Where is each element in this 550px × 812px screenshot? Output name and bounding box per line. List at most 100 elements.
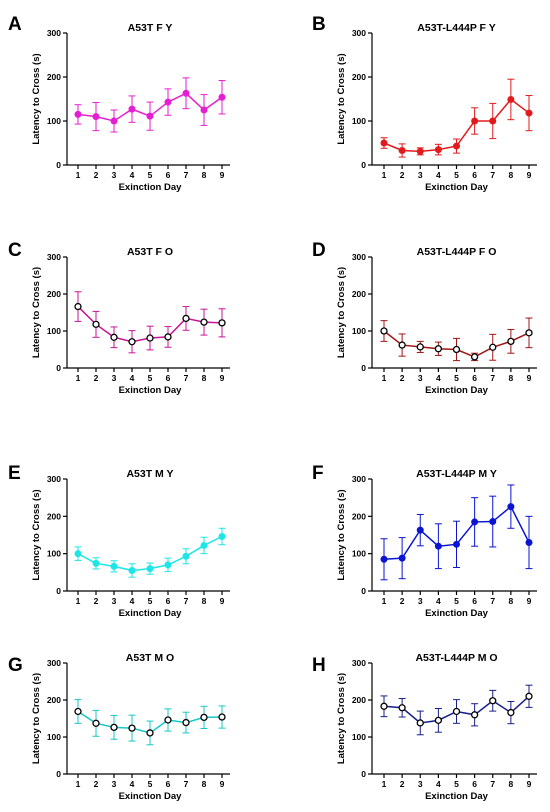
y-tick-label: 100: [47, 549, 61, 559]
y-tick-label: 300: [352, 28, 366, 38]
x-tick-label: 6: [472, 170, 477, 180]
data-point: [434, 345, 443, 353]
y-tick-label: 0: [56, 363, 61, 373]
x-tick-label: 8: [509, 779, 514, 789]
y-tick-label: 200: [47, 695, 61, 705]
x-tick-label: 5: [454, 373, 459, 383]
data-point: [146, 112, 154, 120]
data-point: [182, 89, 190, 97]
data-point: [200, 106, 208, 114]
chart-title: A53T-L444P F O: [417, 246, 497, 258]
panel-d: D A53T-L444P F O 0 100 200 300 1 2 3 4 5 6 7 8 9 Exinct…: [312, 240, 537, 396]
y-tick-label: 300: [47, 252, 61, 262]
data-point: [200, 541, 208, 549]
data-point: [416, 343, 424, 351]
data-point: [128, 566, 136, 574]
data-point: [74, 550, 82, 558]
x-tick-label: 4: [436, 170, 441, 180]
data-point: [470, 711, 479, 719]
x-tick-label: 2: [94, 779, 99, 789]
y-axis-label: Latency to Cross (s): [336, 489, 347, 580]
y-axis-label: Latency to Cross (s): [336, 267, 347, 358]
x-tick-label: 1: [76, 170, 81, 180]
x-tick-label: 8: [202, 596, 207, 606]
data-point: [525, 692, 533, 700]
y-tick-label: 100: [47, 326, 61, 336]
data-point: [200, 318, 208, 326]
x-tick-label: 4: [130, 170, 135, 180]
data-point: [92, 113, 100, 121]
chart-title: A53T-L444P M O: [415, 652, 497, 664]
panel-letter: D: [312, 240, 326, 261]
x-tick-label: 4: [436, 596, 441, 606]
y-tick-label: 200: [47, 289, 61, 299]
data-point: [489, 697, 497, 705]
x-tick-label: 4: [130, 373, 135, 383]
chart-title: A53T-L444P M Y: [416, 468, 497, 480]
data-point: [182, 552, 190, 560]
y-tick-label: 200: [352, 289, 366, 299]
y-axis-label: Latency to Cross (s): [31, 673, 42, 764]
data-point: [471, 518, 479, 526]
data-point: [164, 561, 172, 569]
data-point: [164, 716, 172, 724]
x-tick-label: 5: [454, 779, 459, 789]
x-tick-label: 9: [527, 373, 532, 383]
x-axis-label: Exinction Day: [119, 608, 183, 619]
data-point: [74, 110, 82, 118]
data-point: [398, 554, 406, 562]
data-point: [146, 565, 154, 573]
y-tick-label: 300: [352, 658, 366, 668]
x-tick-label: 3: [112, 779, 117, 789]
x-axis-label: Exinction Day: [425, 608, 489, 619]
data-point: [380, 555, 388, 563]
data-point: [92, 559, 100, 567]
x-tick-label: 2: [94, 373, 99, 383]
x-tick-label: 7: [184, 170, 189, 180]
y-tick-label: 300: [352, 252, 366, 262]
x-axis-label: Exinction Day: [119, 182, 183, 193]
x-axis-label: Exinction Day: [425, 385, 489, 396]
x-tick-label: 5: [148, 779, 153, 789]
x-axis-label: Exinction Day: [425, 182, 489, 193]
data-point: [416, 526, 424, 534]
data-point: [110, 333, 118, 341]
data-point: [200, 713, 208, 722]
data-point: [453, 540, 460, 548]
data-point: [128, 724, 136, 732]
x-tick-label: 5: [148, 373, 153, 383]
data-point: [92, 719, 100, 727]
x-tick-label: 6: [472, 779, 477, 789]
panel-letter: A: [8, 14, 22, 35]
y-tick-label: 100: [352, 549, 366, 559]
x-tick-label: 1: [382, 596, 387, 606]
y-tick-label: 0: [361, 363, 366, 373]
y-axis-label: Latency to Cross (s): [31, 53, 42, 144]
x-tick-label: 7: [490, 779, 495, 789]
x-tick-label: 7: [490, 596, 495, 606]
y-tick-label: 200: [352, 511, 366, 521]
data-point: [470, 353, 479, 361]
y-tick-label: 200: [352, 695, 366, 705]
x-tick-label: 6: [166, 596, 171, 606]
x-tick-label: 2: [400, 596, 405, 606]
x-tick-label: 6: [472, 596, 477, 606]
x-tick-label: 6: [166, 170, 171, 180]
x-tick-label: 5: [454, 170, 459, 180]
x-tick-label: 9: [220, 170, 225, 180]
x-tick-label: 9: [527, 779, 532, 789]
x-tick-label: 4: [436, 373, 441, 383]
x-tick-label: 3: [418, 779, 423, 789]
x-axis-label: Exinction Day: [119, 791, 183, 802]
x-tick-label: 2: [400, 779, 405, 789]
data-point: [218, 532, 226, 540]
data-point: [146, 729, 154, 737]
x-tick-label: 1: [76, 779, 81, 789]
x-tick-label: 7: [184, 373, 189, 383]
data-point: [110, 117, 118, 125]
x-tick-label: 9: [220, 779, 225, 789]
panel-g: G A53T M O 0 100 200 300 1 2 3 4 5 6 7 8 9 Exinction Da…: [8, 652, 230, 802]
y-tick-label: 300: [47, 28, 61, 38]
data-point: [416, 719, 424, 727]
x-tick-label: 1: [382, 779, 387, 789]
